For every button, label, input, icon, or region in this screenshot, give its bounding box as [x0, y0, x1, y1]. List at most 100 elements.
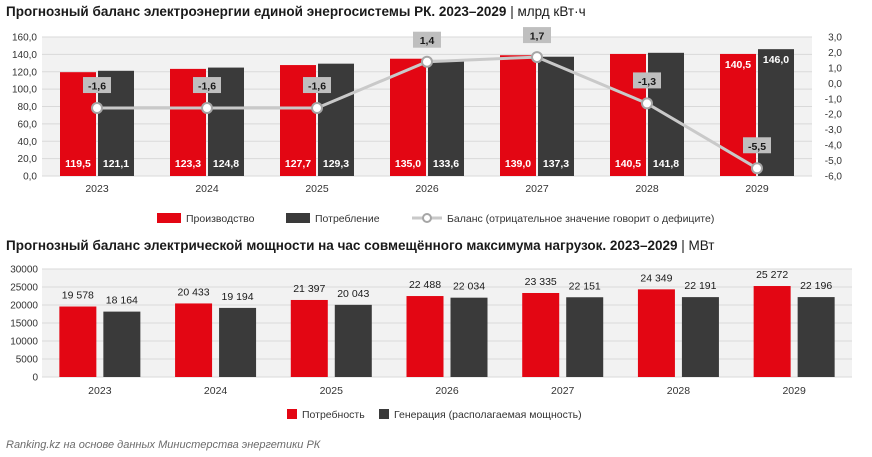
chart1-x-tick: 2029: [745, 183, 769, 195]
chart1-bar-label: 133,6: [433, 158, 459, 170]
chart1-bar-label: 119,5: [65, 158, 91, 170]
chart1-x-tick: 2026: [415, 183, 439, 195]
chart2-title-text: Прогнозный баланс электрической мощности…: [6, 238, 678, 253]
chart2-bar-label: 22 151: [569, 280, 601, 292]
chart2-bar-label: 19 194: [222, 291, 254, 303]
chart1-x-tick: 2024: [195, 183, 219, 195]
chart1-balance-point: [311, 102, 323, 115]
chart2-bar-demand: [290, 299, 328, 377]
chart1-unit: | млрд кВт·ч: [510, 4, 586, 19]
chart1-bar-label: 139,0: [505, 158, 531, 170]
chart1-y-tick: 100,0: [12, 85, 37, 96]
chart2-bar-label: 21 397: [293, 283, 325, 295]
chart2-bar-label: 22 191: [684, 280, 716, 292]
chart1-bar-label: 146,0: [763, 54, 789, 66]
chart2-bar-demand: [637, 289, 675, 377]
chart2-legend-generation: Генерация (располагаемая мощность): [394, 409, 582, 421]
chart1-balance-label: 1,7: [530, 31, 545, 43]
chart1-y-tick: 40,0: [18, 137, 38, 148]
chart2-x-tick: 2026: [435, 385, 459, 397]
chart1-balance-point: [91, 102, 103, 115]
chart1-balance-label-bg: [523, 27, 551, 44]
chart2-bar-generation: [450, 297, 488, 377]
chart2-bar-label: 20 043: [337, 288, 369, 300]
chart1-y2-tick: -4,0: [825, 141, 843, 152]
chart1-balance-point: [641, 97, 653, 110]
chart2-x-tick: 2028: [667, 385, 691, 397]
chart2-x-tick: 2025: [320, 385, 344, 397]
chart2-bar-label: 23 335: [525, 276, 557, 288]
chart1-y2-tick: -1,0: [825, 94, 843, 105]
chart1-balance-label-bg: [83, 77, 111, 94]
chart1-balance-label-bg: [303, 77, 331, 94]
chart1-bar-label: 135,0: [395, 158, 421, 170]
chart1-balance-label-bg: [633, 72, 661, 89]
chart2-title: Прогнозный баланс электрической мощности…: [6, 238, 715, 253]
chart1-y-tick: 160,0: [12, 33, 37, 44]
chart1-title: Прогнозный баланс электроэнергии единой …: [6, 4, 586, 19]
chart2-legend-swatch-generation: [379, 409, 389, 419]
chart2-y-tick: 25000: [10, 283, 38, 294]
chart1-bar-label: 129,3: [323, 158, 349, 170]
chart1-balance-label-bg: [413, 31, 441, 48]
chart1-bar-label: 127,7: [285, 158, 311, 170]
chart2-bar-demand: [175, 303, 213, 377]
chart1-y2-tick: 1,0: [828, 63, 842, 74]
chart1-y2-tick: 0,0: [828, 79, 842, 90]
chart2-bar-label: 25 272: [756, 269, 788, 281]
chart1-legend-marker-balance: [422, 213, 432, 223]
chart1-bar-production: [390, 58, 426, 176]
chart1-y-tick: 140,0: [12, 50, 37, 61]
chart2-svg: 0 5000 10000 15000 20000 25000 30000 19 578 18 1…: [10, 265, 852, 421]
source-note: Ranking.kz на основе данных Министерства…: [6, 439, 321, 451]
chart1-bar-consumption: [758, 49, 794, 176]
chart1-legend-balance: Баланс (отрицательное значение говорит о…: [447, 213, 714, 225]
chart1-bar-label: 137,3: [543, 158, 569, 170]
chart2-bar-generation: [566, 297, 604, 377]
chart1-balance-point: [531, 51, 543, 64]
chart2-bar-label: 19 578: [62, 290, 94, 302]
chart2-bar-label: 20 433: [178, 286, 210, 298]
chart2-legend-swatch-demand: [287, 409, 297, 419]
chart2-bar-demand: [59, 306, 97, 377]
chart1-x-tick: 2028: [635, 183, 659, 195]
chart2-y-tick: 5000: [16, 355, 39, 366]
chart1-title-text: Прогнозный баланс электроэнергии единой …: [6, 4, 507, 19]
chart1-x-tick: 2023: [85, 183, 109, 195]
chart2-x-tick: 2027: [551, 385, 575, 397]
chart1-balance-label-bg: [743, 137, 771, 154]
chart1-legend-swatch-consumption: [286, 213, 310, 223]
chart2-bar-label: 24 349: [640, 272, 672, 284]
chart1-legend-swatch-production: [157, 213, 181, 223]
chart2-bar-label: 22 488: [409, 279, 441, 291]
chart1-balance-label: -1,3: [638, 76, 656, 88]
chart1-balance-label: -1,6: [88, 81, 106, 93]
chart2-bar-generation: [103, 311, 141, 377]
chart2-bar-label: 22 196: [800, 280, 832, 292]
chart1-bar-production: [500, 55, 536, 176]
chart1-legend-production: Производство: [186, 213, 255, 225]
chart1-bar-label: 141,8: [653, 158, 679, 170]
chart1-bar-label: 140,5: [615, 158, 641, 170]
chart1-y2-tick: -6,0: [825, 172, 843, 183]
chart2-legend-demand: Потребность: [302, 409, 365, 421]
chart2-x-tick: 2023: [88, 385, 112, 397]
chart1-y2-tick: 2,0: [828, 48, 842, 59]
chart1-balance-label-bg: [193, 77, 221, 94]
chart1-y2-tick: -2,0: [825, 110, 843, 121]
chart1-y-tick: 120,0: [12, 67, 37, 78]
chart1-y2-tick: -3,0: [825, 125, 843, 136]
chart1-x-tick: 2025: [305, 183, 329, 195]
chart2-bar-demand: [406, 296, 444, 377]
chart2-bar-label: 18 164: [106, 295, 138, 307]
chart1-balance-label: 1,4: [420, 35, 435, 47]
chart1-y2-tick: 3,0: [828, 33, 842, 44]
chart2-x-tick: 2029: [782, 385, 806, 397]
chart1-balance-label: -1,6: [198, 81, 216, 93]
chart1-bar-label: 123,3: [175, 158, 201, 170]
chart2-y-tick: 15000: [10, 319, 38, 330]
chart1-bar-consumption: [538, 56, 574, 176]
chart2-y-tick: 20000: [10, 301, 38, 312]
chart1-bar-label: 121,1: [103, 158, 129, 170]
chart2-bar-demand: [753, 286, 791, 377]
